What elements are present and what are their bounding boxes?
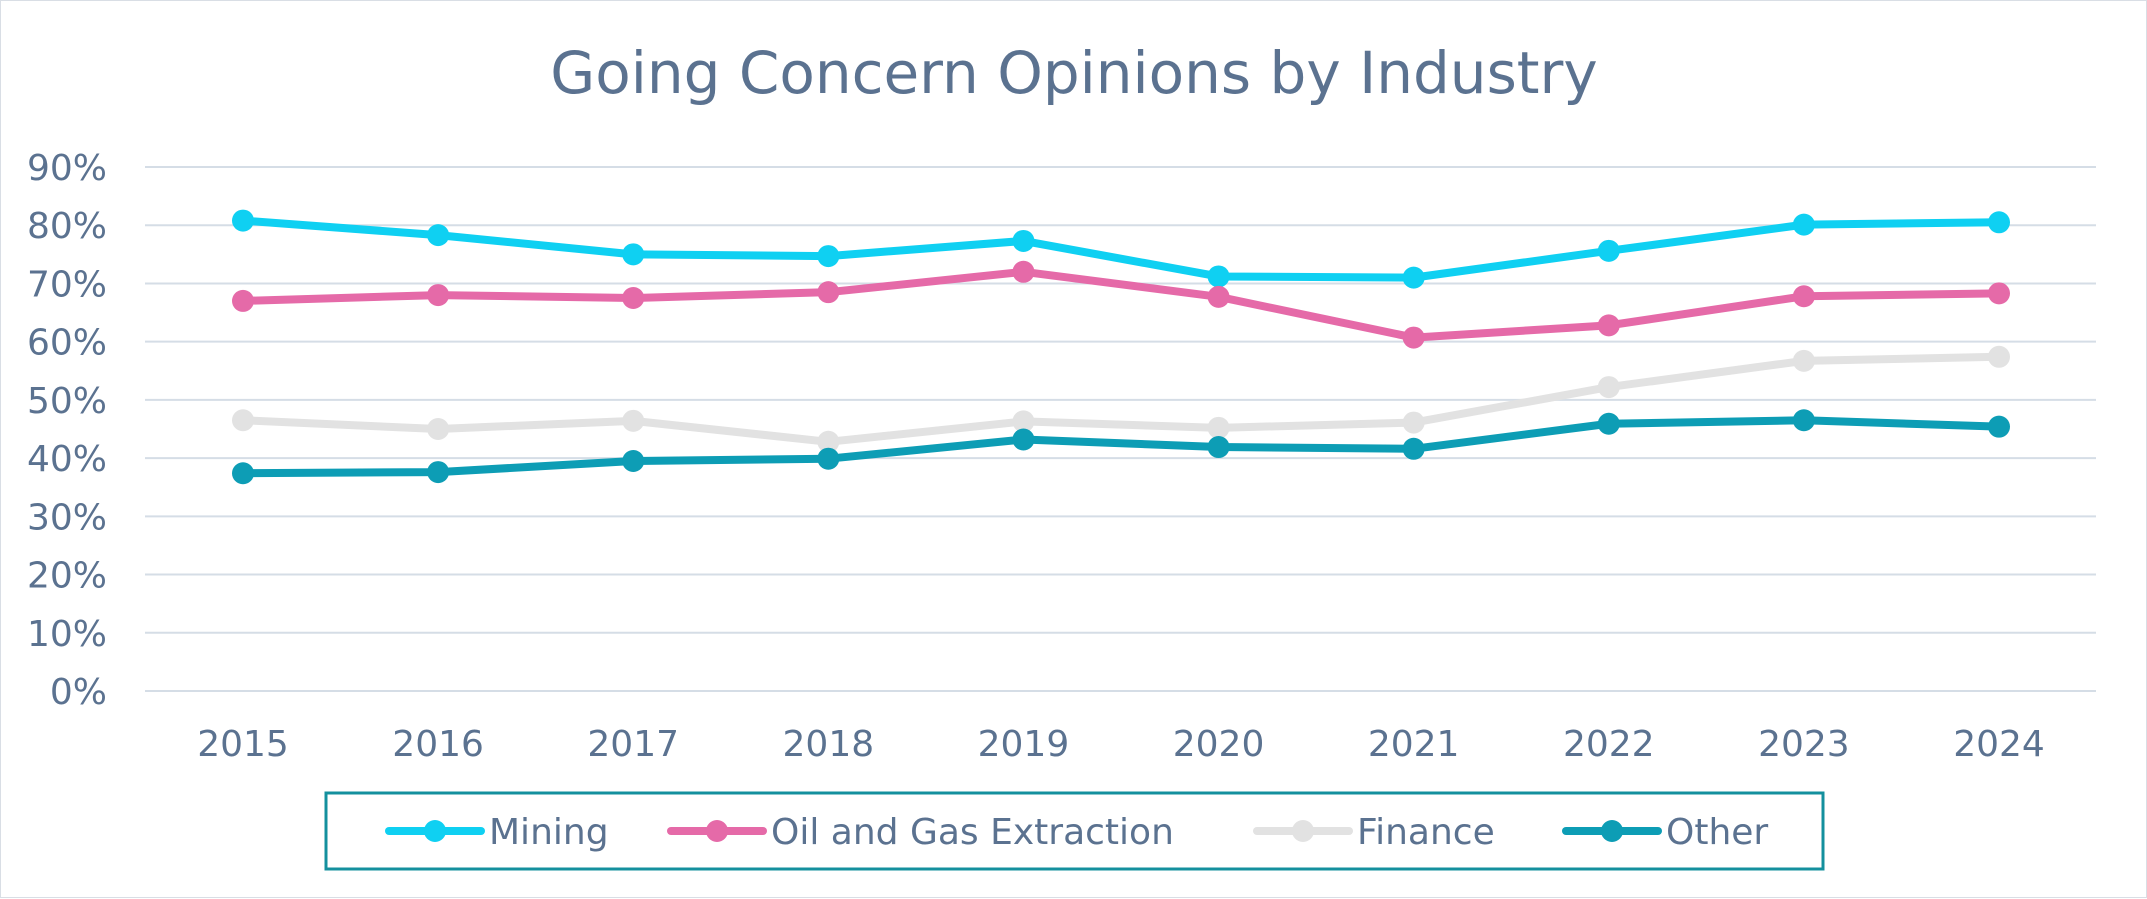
data-point [1207,416,1230,439]
legend-swatch-marker [1292,820,1314,842]
data-point [427,224,450,247]
data-point [1402,266,1425,289]
x-tick-label: 2018 [783,724,875,765]
legend-item: Oil and Gas Extraction [667,812,1174,853]
data-point [817,447,840,470]
legend-item: Other [1562,812,1768,853]
data-point [1012,428,1035,451]
y-axis-tick-labels: 0% 10% 20% 30% 40% 50% 60% 70% 80% 90% [27,148,107,713]
data-point [1988,415,2010,438]
y-tick-label: 20% [27,556,107,597]
series-line [239,416,2003,478]
data-point [622,409,645,432]
data-point [817,430,840,453]
legend-border [324,791,1825,871]
y-tick-label: 50% [27,381,107,422]
data-point [427,418,450,440]
x-tick-label: 2017 [587,724,679,765]
data-point [1597,376,1620,399]
legend-swatch-marker [1601,820,1623,842]
series-line [239,216,2003,282]
x-tick-label: 2016 [392,724,484,765]
data-point [232,462,254,485]
data-point [622,287,645,309]
legend-label: Finance [1357,812,1495,853]
data-point [1792,213,1815,236]
legend-swatch-marker [706,820,728,842]
y-tick-label: 30% [27,497,107,538]
data-point [232,409,254,432]
data-point [1988,211,2010,234]
data-point [1988,345,2010,368]
data-point [622,243,645,266]
data-point [817,245,840,268]
data-point [1792,409,1815,432]
data-point [1988,282,2010,305]
legend-label: Other [1666,812,1768,853]
data-point [1597,239,1620,262]
y-tick-label: 90% [27,148,107,189]
data-point [1402,411,1425,434]
series-mining [232,209,2010,289]
gridlines [145,166,2096,692]
series-other [232,409,2010,485]
data-point [232,289,254,312]
x-axis-tick-labels: 2015 2016 2017 2018 2019 2020 2021 2022 2023 2024 [197,724,2045,765]
legend-swatch-marker [424,820,446,842]
data-point [1402,437,1425,460]
x-tick-label: 2021 [1368,724,1460,765]
x-tick-label: 2020 [1173,724,1265,765]
data-point [1207,436,1230,459]
x-tick-label: 2015 [197,724,289,765]
data-point [427,461,450,484]
legend-label: Oil and Gas Extraction [771,812,1174,853]
series-line [239,352,2003,446]
series-oil-and-gas-extraction [232,260,2010,349]
data-point [1207,285,1230,308]
y-tick-label: 80% [27,206,107,247]
series-lines [232,209,2010,485]
legend-item: Mining [385,812,609,853]
legend: Mining Oil and Gas Extraction Finance Other [324,791,1825,871]
x-tick-label: 2019 [978,724,1070,765]
data-point [232,209,254,232]
data-point [1792,285,1815,308]
data-point [622,450,645,473]
chart-title: Going Concern Opinions by Industry [550,39,1597,107]
data-point [1012,229,1035,252]
y-tick-label: 10% [27,614,107,655]
data-point [1597,412,1620,435]
data-point [427,284,450,307]
legend-item: Finance [1253,812,1495,853]
y-tick-label: 70% [27,264,107,305]
series-finance [232,345,2010,453]
data-point [1207,265,1230,288]
data-point [1792,349,1815,372]
y-tick-label: 0% [50,672,107,713]
data-point [1012,410,1035,433]
x-tick-label: 2023 [1758,724,1850,765]
x-tick-label: 2024 [1953,724,2045,765]
series-line [239,267,2003,342]
data-point [1012,260,1035,283]
data-point [817,281,840,304]
data-point [1402,326,1425,349]
y-tick-label: 40% [27,439,107,480]
x-tick-label: 2022 [1563,724,1655,765]
y-tick-label: 60% [27,323,107,364]
data-point [1597,314,1620,337]
legend-label: Mining [489,812,609,853]
